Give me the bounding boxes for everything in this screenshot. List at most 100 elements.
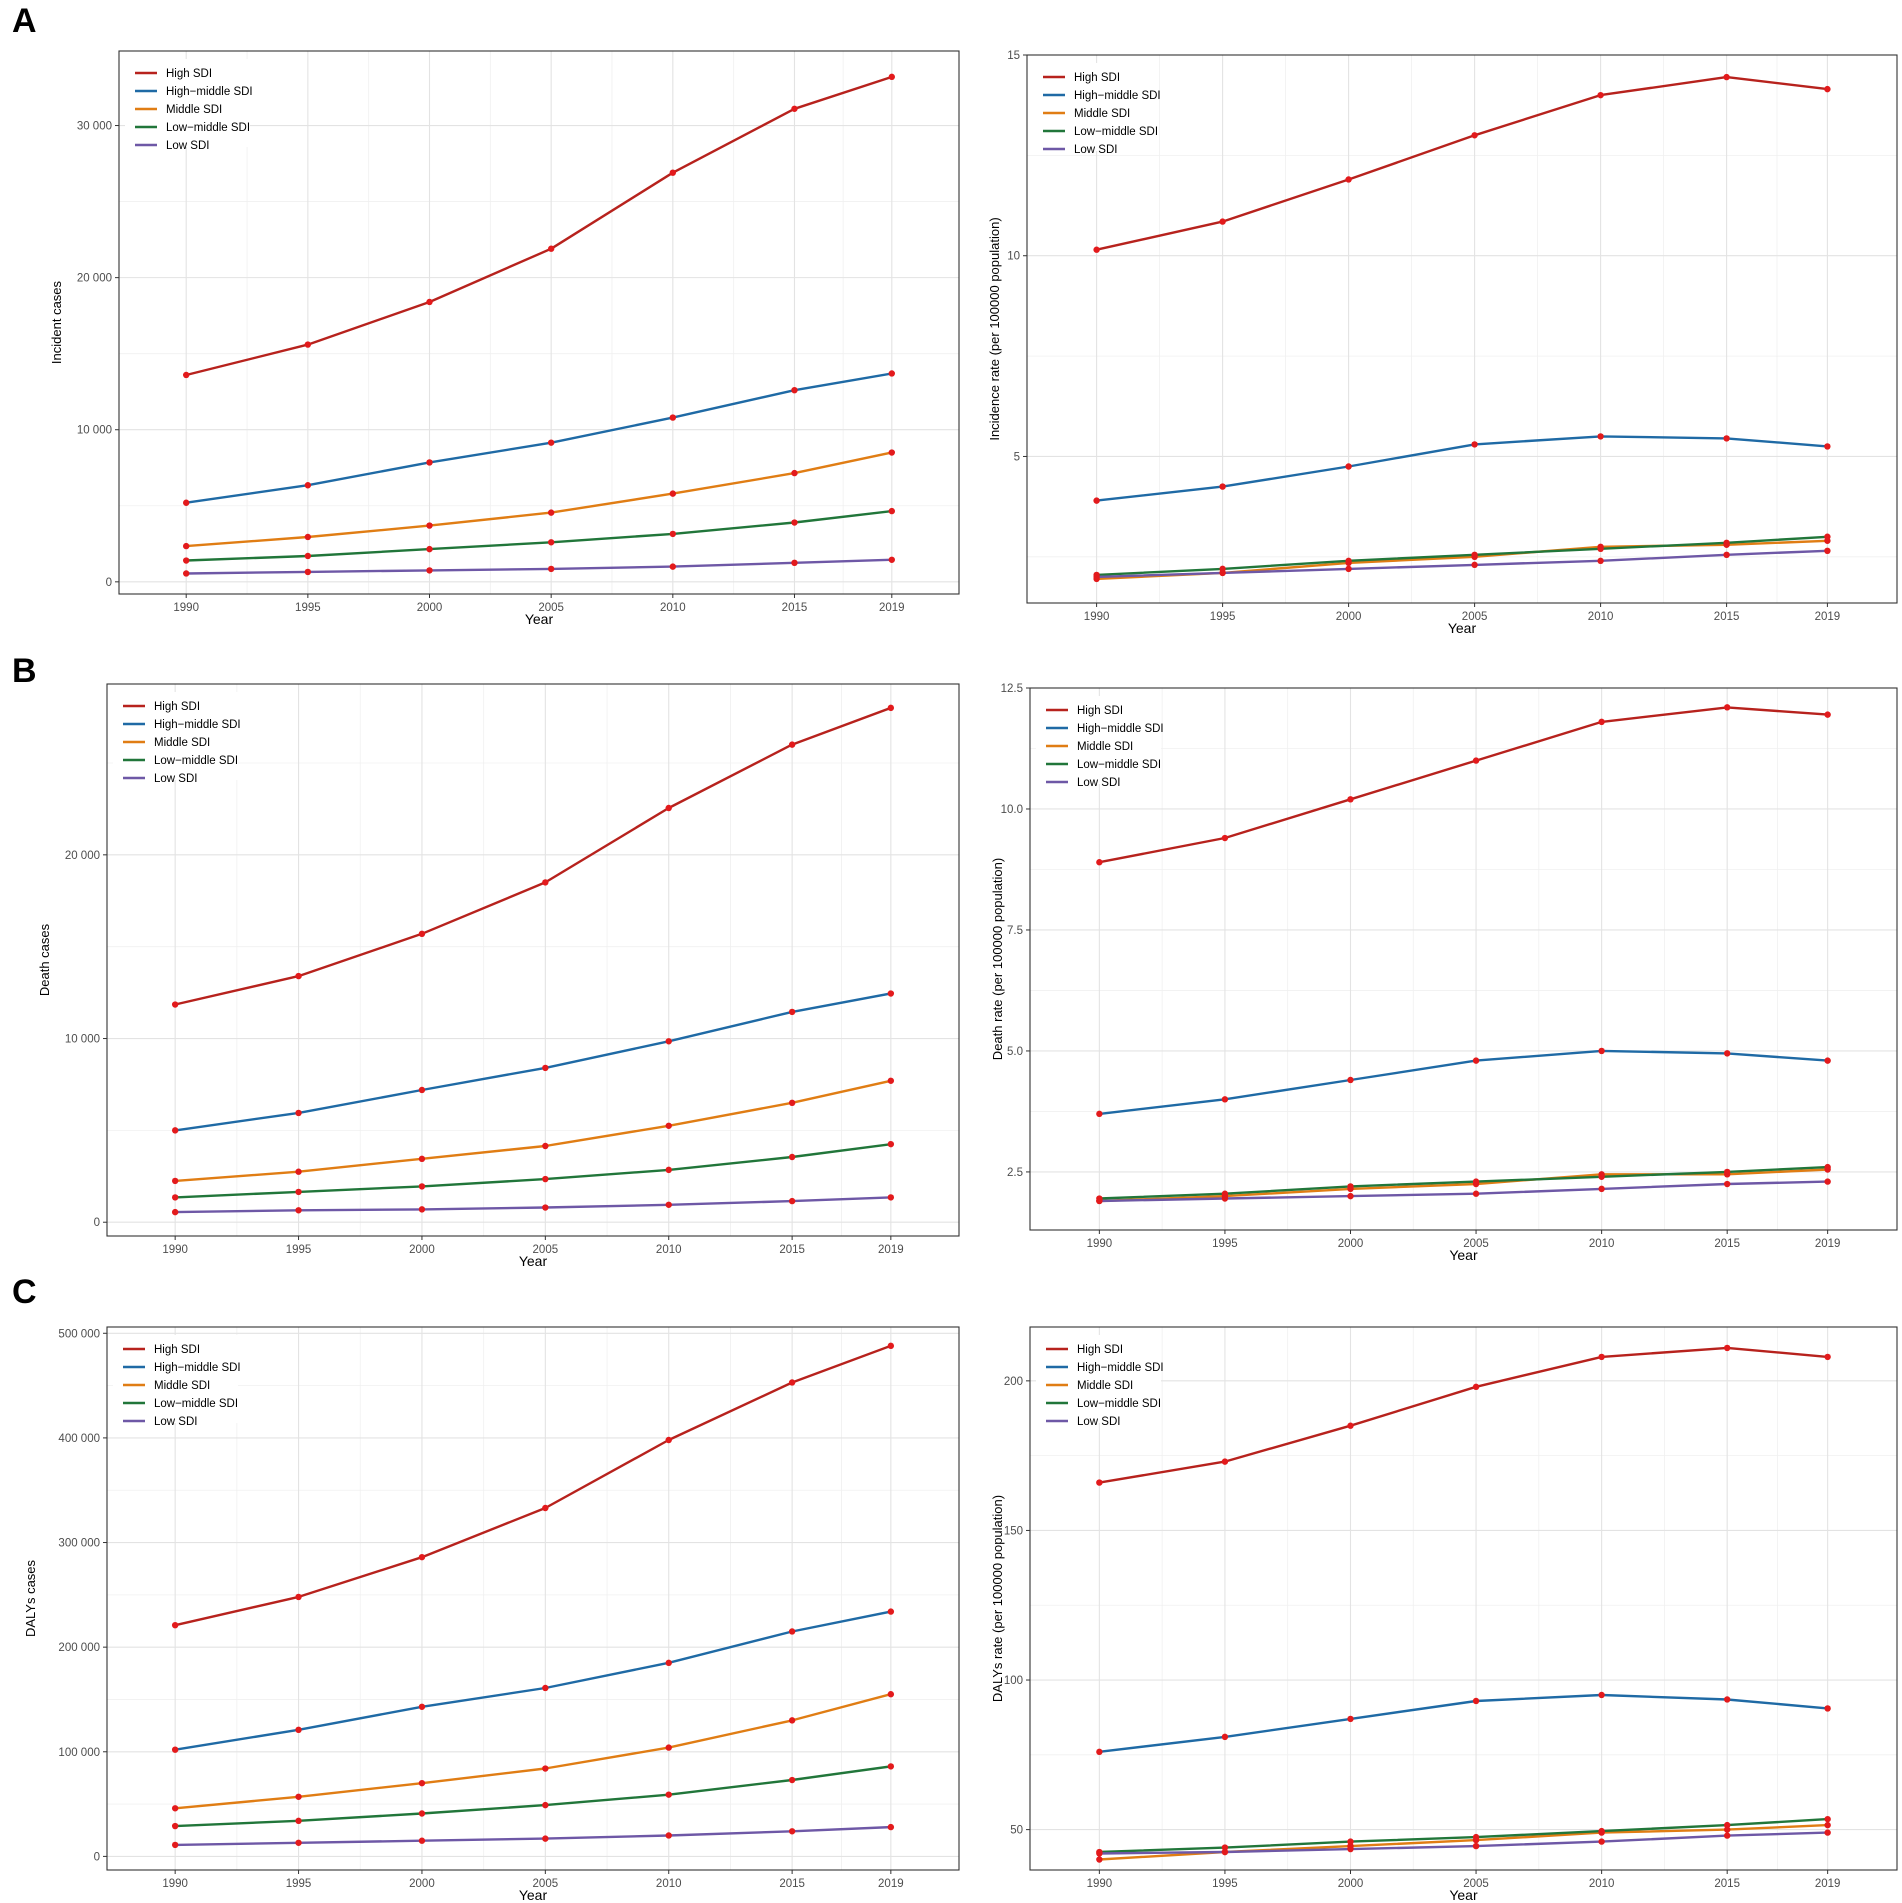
x-tick-label: 2015 — [1714, 611, 1740, 623]
legend-label: High−middle SDI — [1077, 723, 1164, 735]
data-point — [1096, 1111, 1102, 1117]
x-axis-label: Year — [519, 1887, 548, 1903]
data-point — [419, 1156, 425, 1162]
data-point — [542, 1802, 548, 1808]
data-point — [295, 1818, 301, 1824]
data-point — [1219, 570, 1225, 576]
data-point — [1824, 1164, 1830, 1170]
y-tick-label: 200 000 — [58, 1642, 100, 1654]
data-point — [670, 490, 676, 496]
x-tick-label: 2000 — [1338, 1878, 1364, 1890]
data-point — [548, 246, 554, 252]
y-tick-label: 10 — [1007, 251, 1020, 263]
data-point — [172, 1746, 178, 1752]
data-point — [1597, 433, 1603, 439]
y-axis-label: Incident cases — [49, 280, 64, 364]
data-point — [419, 1810, 425, 1816]
legend-label: Middle SDI — [166, 104, 222, 116]
chart-canvas: 010 00020 00030 000199019952000200520102… — [0, 0, 1902, 1903]
data-point — [789, 1154, 795, 1160]
data-point — [1222, 1458, 1228, 1464]
x-tick-label: 2019 — [878, 1878, 904, 1890]
y-axis-label: Death cases — [37, 923, 52, 996]
x-tick-label: 2000 — [409, 1244, 435, 1256]
data-point — [791, 470, 797, 476]
data-point — [888, 1691, 894, 1697]
x-tick-label: 1995 — [295, 602, 321, 614]
legend-label: Low−middle SDI — [1077, 1398, 1161, 1410]
data-point — [1824, 1354, 1830, 1360]
data-point — [1347, 1716, 1353, 1722]
x-tick-label: 2010 — [656, 1244, 682, 1256]
y-axis-label: Incidence rate (per 100000 population) — [987, 217, 1002, 440]
legend-label: High−middle SDI — [154, 719, 241, 731]
legend-label: Low SDI — [1077, 1416, 1120, 1428]
data-point — [295, 1594, 301, 1600]
y-tick-label: 400 000 — [58, 1433, 100, 1445]
data-point — [670, 563, 676, 569]
data-point — [1473, 1698, 1479, 1704]
data-point — [666, 1038, 672, 1044]
data-point — [1345, 566, 1351, 572]
data-point — [183, 372, 189, 378]
x-tick-label: 1995 — [286, 1878, 312, 1890]
x-tick-label: 2015 — [1714, 1238, 1740, 1250]
x-tick-label: 2015 — [779, 1878, 805, 1890]
data-point — [295, 1169, 301, 1175]
data-point — [1096, 1749, 1102, 1755]
legend-label: Middle SDI — [154, 1380, 210, 1392]
data-point — [888, 1141, 894, 1147]
x-tick-label: 2015 — [779, 1244, 805, 1256]
x-tick-label: 1995 — [1212, 1238, 1238, 1250]
data-point — [1219, 218, 1225, 224]
data-point — [172, 1622, 178, 1628]
data-point — [542, 1835, 548, 1841]
y-axis-label: DALYs rate (per 100000 population) — [990, 1495, 1005, 1702]
data-point — [419, 1704, 425, 1710]
x-tick-label: 2019 — [1815, 1238, 1841, 1250]
legend-label: High SDI — [1074, 72, 1120, 84]
data-point — [888, 1608, 894, 1614]
y-tick-label: 15 — [1007, 50, 1020, 62]
data-point — [1824, 1816, 1830, 1822]
data-point — [542, 1765, 548, 1771]
y-tick-label: 12.5 — [1001, 683, 1023, 695]
data-point — [1096, 1850, 1102, 1856]
x-axis-label: Year — [1448, 620, 1477, 636]
data-point — [789, 1379, 795, 1385]
data-point — [1724, 1181, 1730, 1187]
data-point — [1724, 1822, 1730, 1828]
data-point — [305, 553, 311, 559]
data-point — [789, 1717, 795, 1723]
data-point — [1597, 546, 1603, 552]
data-point — [295, 1840, 301, 1846]
data-point — [1347, 1077, 1353, 1083]
x-axis-label: Year — [1449, 1247, 1478, 1263]
x-tick-label: 2000 — [1338, 1238, 1364, 1250]
data-point — [1723, 552, 1729, 558]
legend-label: Low SDI — [154, 773, 197, 785]
data-point — [1723, 435, 1729, 441]
data-point — [419, 1206, 425, 1212]
data-point — [666, 1744, 672, 1750]
data-point — [1473, 1178, 1479, 1184]
data-point — [670, 414, 676, 420]
y-tick-label: 0 — [106, 577, 112, 589]
x-tick-label: 2010 — [656, 1878, 682, 1890]
data-point — [791, 560, 797, 566]
data-point — [1724, 1832, 1730, 1838]
x-tick-label: 2015 — [782, 602, 808, 614]
x-tick-label: 2010 — [660, 602, 686, 614]
data-point — [172, 1127, 178, 1133]
data-point — [1345, 463, 1351, 469]
data-point — [1096, 1479, 1102, 1485]
y-tick-label: 0 — [94, 1217, 100, 1229]
data-point — [295, 1189, 301, 1195]
y-tick-label: 150 — [1004, 1525, 1023, 1537]
data-point — [666, 1832, 672, 1838]
chart-B-left: 010 00020 000199019952000200520102015201… — [37, 684, 959, 1269]
y-tick-label: 10.0 — [1001, 804, 1023, 816]
data-point — [1347, 1846, 1353, 1852]
data-point — [789, 1100, 795, 1106]
data-point — [1724, 1169, 1730, 1175]
